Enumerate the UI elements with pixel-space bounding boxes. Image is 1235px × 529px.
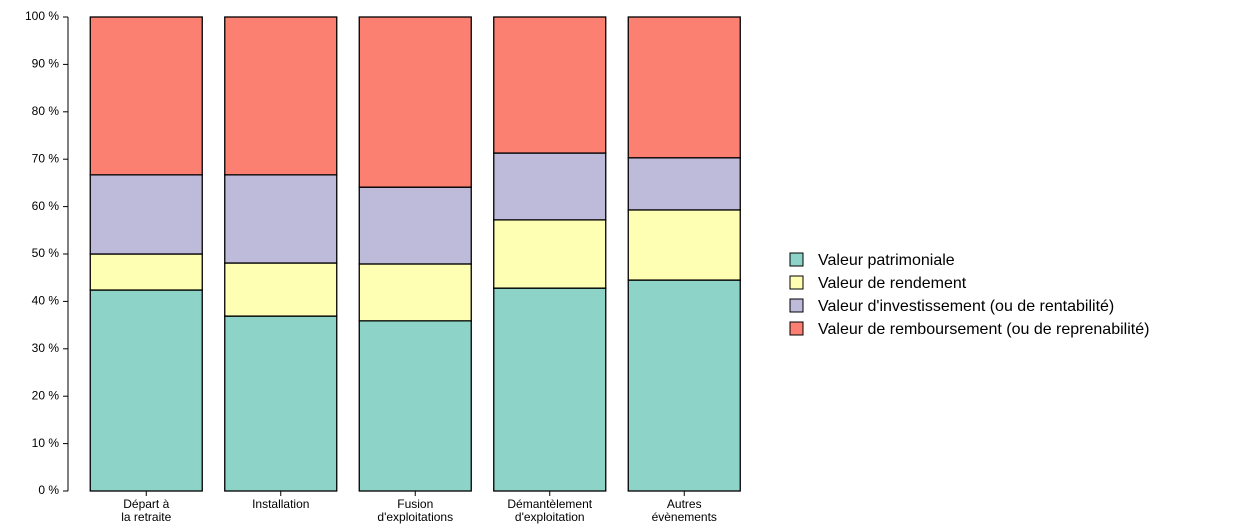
y-tick-label: 80 % xyxy=(32,104,60,118)
x-tick-label-line: Démantèlement xyxy=(507,497,592,511)
y-tick-label: 20 % xyxy=(32,388,60,402)
bar-segment xyxy=(493,152,607,221)
bar-segment xyxy=(224,174,338,264)
bar-segment xyxy=(89,174,203,255)
bar-segment xyxy=(627,279,741,492)
y-tick-label: 50 % xyxy=(32,246,60,260)
bar-segment xyxy=(627,16,741,159)
y-tick-label: 60 % xyxy=(32,199,60,213)
legend-swatch xyxy=(789,298,804,313)
legend-swatch xyxy=(789,321,804,336)
x-tick-label: Démantèlement d'exploitation xyxy=(507,497,592,524)
x-tick-label: Autres évènements xyxy=(652,497,717,524)
x-tick-label-line: Départ à xyxy=(123,497,169,511)
bar-segment xyxy=(224,262,338,317)
legend-label: Valeur patrimoniale xyxy=(818,252,955,269)
y-tick-label: 90 % xyxy=(32,57,60,71)
bar-segment xyxy=(358,186,472,265)
bar-segment xyxy=(358,263,472,322)
bar-segment xyxy=(627,209,741,281)
y-tick-label: 100 % xyxy=(25,9,59,23)
bar-segment xyxy=(89,253,203,291)
x-tick-label-line: d'exploitation xyxy=(515,510,585,524)
x-tick-label-line: évènements xyxy=(652,510,717,524)
x-tick-label: Départ à la retraite xyxy=(121,497,171,524)
legend-swatch xyxy=(789,275,804,290)
x-tick-label-line: Fusion xyxy=(397,497,433,511)
bar-segment xyxy=(493,219,607,289)
x-tick-label: Fusion d'exploitations xyxy=(377,497,453,524)
x-tick-label-line: la retraite xyxy=(121,510,171,524)
bar-segment xyxy=(89,16,203,176)
legend-label: Valeur d'investissement (ou de rentabili… xyxy=(818,298,1114,315)
bar-segment xyxy=(224,315,338,492)
bar-segment xyxy=(493,287,607,492)
legend-label: Valeur de remboursement (ou de reprenabi… xyxy=(818,321,1149,338)
y-tick-label: 40 % xyxy=(32,294,60,308)
bar-segment xyxy=(493,16,607,154)
x-tick-label-line: Installation xyxy=(252,497,309,511)
legend-swatch xyxy=(789,252,804,267)
x-tick-label-line: d'exploitations xyxy=(377,510,453,524)
bar-segment xyxy=(627,157,741,211)
bar-segment xyxy=(358,320,472,492)
legend-label: Valeur de rendement xyxy=(818,275,967,292)
bar-segment xyxy=(224,16,338,176)
x-tick-label: Installation xyxy=(252,497,309,511)
bar-segment xyxy=(89,289,203,492)
y-tick-label: 10 % xyxy=(32,436,60,450)
x-tick-label-line: Autres xyxy=(667,497,702,511)
y-tick-label: 70 % xyxy=(32,151,60,165)
y-tick-label: 0 % xyxy=(38,483,59,497)
bar-segment xyxy=(358,16,472,188)
y-tick-label: 30 % xyxy=(32,341,60,355)
